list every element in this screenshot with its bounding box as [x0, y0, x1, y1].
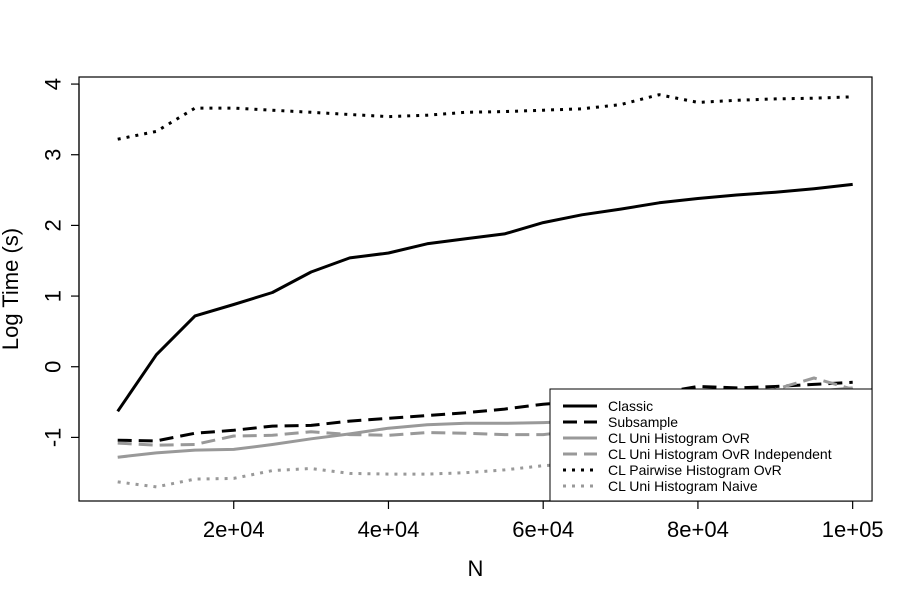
legend-box — [549, 388, 873, 502]
legend-label: CL Uni Histogram OvR Independent — [608, 446, 832, 462]
y-tick-label: -1 — [41, 428, 66, 448]
y-tick-label: 3 — [41, 149, 66, 161]
series-line-0 — [116, 182, 853, 413]
y-axis: -1 0 1 2 3 4 — [41, 78, 80, 447]
series-line-1 — [117, 380, 853, 443]
x-tick-label: 4e+04 — [358, 517, 420, 542]
series-line-5 — [117, 450, 853, 489]
legend-label: CL Uni Histogram Naive — [608, 478, 758, 494]
legend-label: Classic — [608, 398, 653, 414]
legend-label: Subsample — [608, 414, 678, 430]
y-tick-label: 2 — [41, 219, 66, 231]
legend-label: CL Uni Histogram OvR — [608, 430, 750, 446]
y-tick-label: 4 — [41, 78, 66, 90]
x-axis: 2e+04 4e+04 6e+04 8e+04 1e+05 — [203, 500, 884, 542]
x-tick-label: 2e+04 — [203, 517, 265, 542]
x-tick-label: 8e+04 — [667, 517, 729, 542]
legend-label: CL Pairwise Histogram OvR — [608, 462, 782, 478]
y-axis-label: Log Time (s) — [0, 228, 23, 350]
x-tick-label: 1e+05 — [822, 517, 884, 542]
y-tick-label: 1 — [41, 290, 66, 302]
series-line-4 — [117, 93, 853, 141]
x-axis-label: N — [468, 556, 484, 581]
y-tick-label: 0 — [41, 361, 66, 373]
x-tick-label: 6e+04 — [512, 517, 574, 542]
